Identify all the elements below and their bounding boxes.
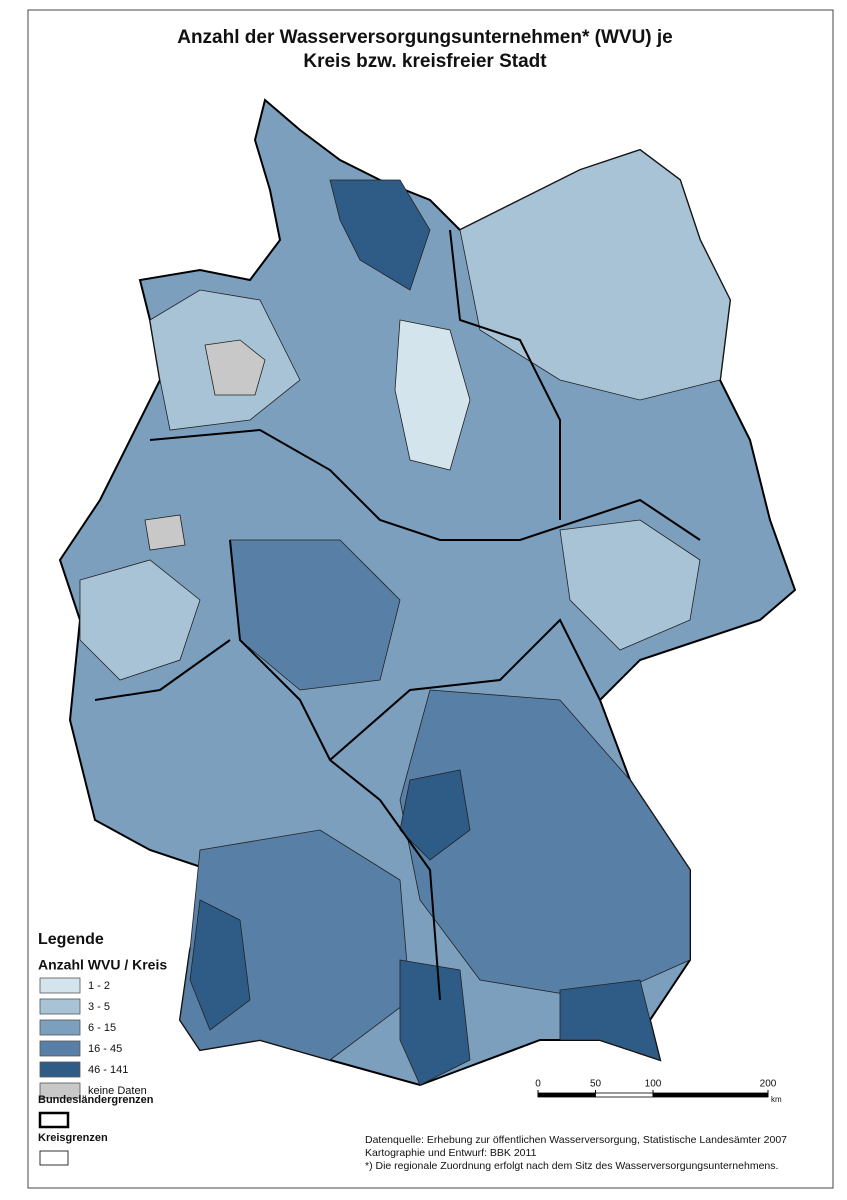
legend-swatch [39,1040,81,1057]
legend-label: 16 - 45 [88,1043,122,1055]
state-border [329,618,601,761]
legend-subtitle: Anzahl WVU / Kreis [38,957,167,973]
legend: 1 - 2 3 - 5 6 - 15 16 - 45 46 - 141 keine Dat… [38,977,154,1166]
legend-swatch [39,977,81,994]
region [329,179,431,291]
region [79,559,201,681]
scale-label: 100 [645,1079,662,1090]
scale-bar: 0 50 100 200 km [535,1079,782,1104]
legend-label: 46 - 141 [88,1064,128,1076]
source-line: Datenquelle: Erhebung zur öffentlichen W… [365,1134,787,1146]
region [189,899,251,1031]
legend-label: 1 - 2 [88,980,110,992]
source-notes: Datenquelle: Erhebung zur öffentlichen W… [365,1134,787,1172]
region [559,979,661,1061]
region [399,689,691,1001]
scale-label: 0 [535,1079,541,1090]
legend-label: Kreisgrenzen [38,1132,108,1144]
scale-segment [595,1092,654,1098]
title-line: Anzahl der Wasserversorgungsunternehmen*… [177,27,673,48]
region [459,149,731,401]
state-border [94,639,231,701]
region [394,319,471,471]
legend-swatch [39,1061,81,1078]
state-border [149,428,701,541]
region [399,769,471,861]
legend-swatch [39,1082,81,1099]
legend-swatch [39,1150,69,1166]
legend-swatch [39,998,81,1015]
legend-swatch [39,1019,81,1036]
legend-swatch [38,1111,70,1129]
scale-unit: km [771,1095,782,1104]
scale-label: 200 [760,1079,777,1090]
legend-label: 3 - 5 [88,1001,110,1013]
legend-label: keine Daten [88,1085,147,1097]
title-line: Kreis bzw. kreisfreier Stadt [303,51,547,72]
region [144,514,186,551]
region [559,519,701,651]
source-line: *) Die regionale Zuordnung erfolgt nach … [365,1160,778,1172]
legend-label: 6 - 15 [88,1022,116,1034]
legend-heading: Legende [38,931,104,948]
region [204,339,266,396]
scale-segment [537,1092,596,1098]
legend-label: Bundesländergrenzen [38,1094,154,1106]
germany-map [58,98,797,1087]
region [399,959,471,1086]
scale-segment [652,1092,769,1098]
scale-label: 50 [590,1079,602,1090]
source-line: Kartographie und Entwurf: BBK 2011 [365,1147,537,1159]
state-border [449,229,561,520]
